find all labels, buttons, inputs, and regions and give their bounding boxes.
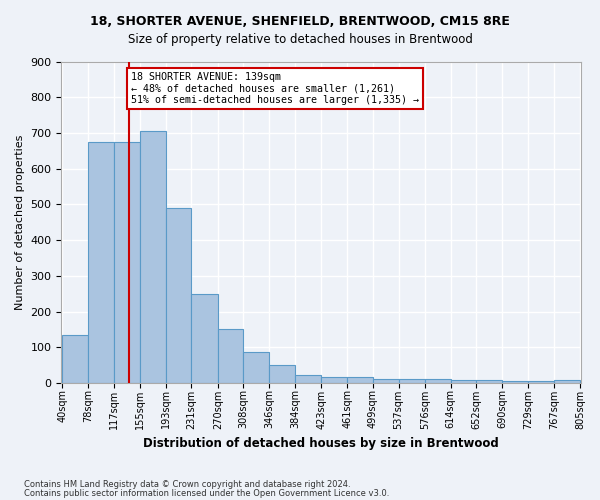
Bar: [88, 142, 114, 383]
Text: Size of property relative to detached houses in Brentwood: Size of property relative to detached ho…: [128, 32, 472, 46]
Bar: [114, 142, 140, 383]
Bar: [191, 294, 218, 383]
Text: Contains HM Land Registry data © Crown copyright and database right 2024.: Contains HM Land Registry data © Crown c…: [24, 480, 350, 489]
Y-axis label: Number of detached properties: Number of detached properties: [15, 134, 25, 310]
Bar: [476, 380, 502, 383]
Bar: [295, 375, 322, 383]
Bar: [398, 380, 425, 383]
Text: 18, SHORTER AVENUE, SHENFIELD, BRENTWOOD, CM15 8RE: 18, SHORTER AVENUE, SHENFIELD, BRENTWOOD…: [90, 15, 510, 28]
Bar: [218, 330, 244, 383]
Bar: [554, 380, 580, 383]
Text: Contains public sector information licensed under the Open Government Licence v3: Contains public sector information licen…: [24, 488, 389, 498]
Bar: [425, 380, 451, 383]
Bar: [244, 352, 269, 383]
Bar: [140, 131, 166, 383]
Bar: [269, 365, 295, 383]
Bar: [166, 208, 191, 383]
X-axis label: Distribution of detached houses by size in Brentwood: Distribution of detached houses by size …: [143, 437, 499, 450]
Bar: [529, 382, 554, 383]
Bar: [502, 382, 529, 383]
Bar: [322, 376, 347, 383]
Bar: [347, 376, 373, 383]
Text: 18 SHORTER AVENUE: 139sqm
← 48% of detached houses are smaller (1,261)
51% of se: 18 SHORTER AVENUE: 139sqm ← 48% of detac…: [131, 72, 419, 106]
Bar: [62, 335, 88, 383]
Bar: [451, 380, 476, 383]
Bar: [373, 380, 398, 383]
